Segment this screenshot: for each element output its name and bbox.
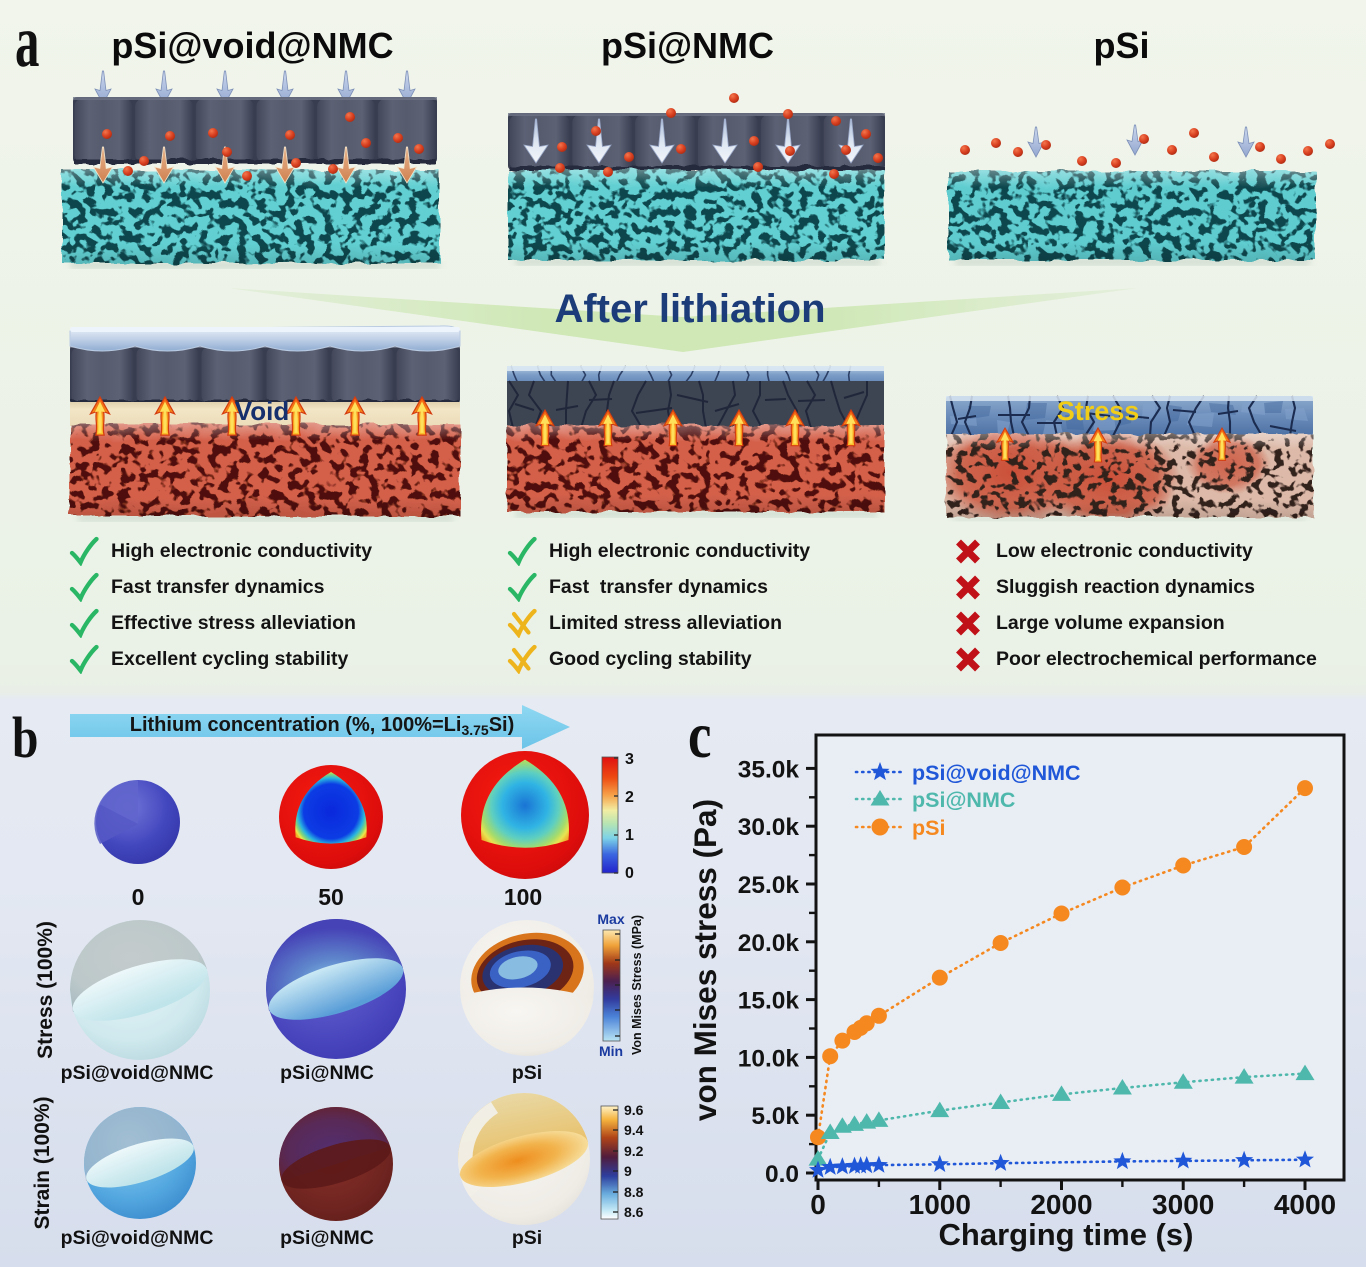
svg-text:8.8: 8.8 — [624, 1184, 644, 1200]
svg-text:15.0k: 15.0k — [738, 988, 800, 1015]
svg-text:2000: 2000 — [1030, 1189, 1092, 1220]
svg-text:3000: 3000 — [1152, 1189, 1214, 1220]
svg-text:0.0: 0.0 — [765, 1161, 799, 1188]
svg-text:Void: Void — [235, 396, 289, 426]
svg-text:Max: Max — [597, 911, 624, 927]
svg-text:von Mises stress (Pa): von Mises stress (Pa) — [687, 799, 723, 1121]
svg-text:9.2: 9.2 — [624, 1143, 644, 1159]
svg-text:30.0k: 30.0k — [738, 814, 800, 841]
svg-text:pSi@void@NMC: pSi@void@NMC — [912, 761, 1081, 785]
svg-text:9: 9 — [624, 1163, 632, 1179]
svg-text:1000: 1000 — [909, 1189, 971, 1220]
svg-text:35.0k: 35.0k — [738, 756, 800, 783]
svg-text:10.0k: 10.0k — [738, 1045, 800, 1072]
svg-text:2: 2 — [625, 789, 634, 806]
svg-text:Von Mises Stress (MPa): Von Mises Stress (MPa) — [630, 915, 644, 1055]
svg-text:3: 3 — [625, 751, 634, 768]
svg-text:5.0k: 5.0k — [751, 1103, 799, 1130]
svg-text:4000: 4000 — [1274, 1189, 1336, 1220]
svg-text:8.6: 8.6 — [624, 1204, 644, 1220]
svg-text:pSi@NMC: pSi@NMC — [912, 788, 1015, 812]
svg-text:0: 0 — [625, 865, 634, 882]
svg-text:0: 0 — [810, 1189, 826, 1220]
svg-text:9.4: 9.4 — [624, 1122, 644, 1138]
svg-text:1: 1 — [625, 827, 634, 844]
svg-text:pSi: pSi — [912, 816, 945, 840]
svg-text:Min: Min — [599, 1043, 623, 1059]
svg-text:25.0k: 25.0k — [738, 872, 800, 899]
svg-text:Charging time (s): Charging time (s) — [939, 1217, 1194, 1252]
svg-text:20.0k: 20.0k — [738, 930, 800, 957]
svg-text:9.6: 9.6 — [624, 1102, 644, 1118]
svg-text:Stress: Stress — [1057, 396, 1140, 426]
